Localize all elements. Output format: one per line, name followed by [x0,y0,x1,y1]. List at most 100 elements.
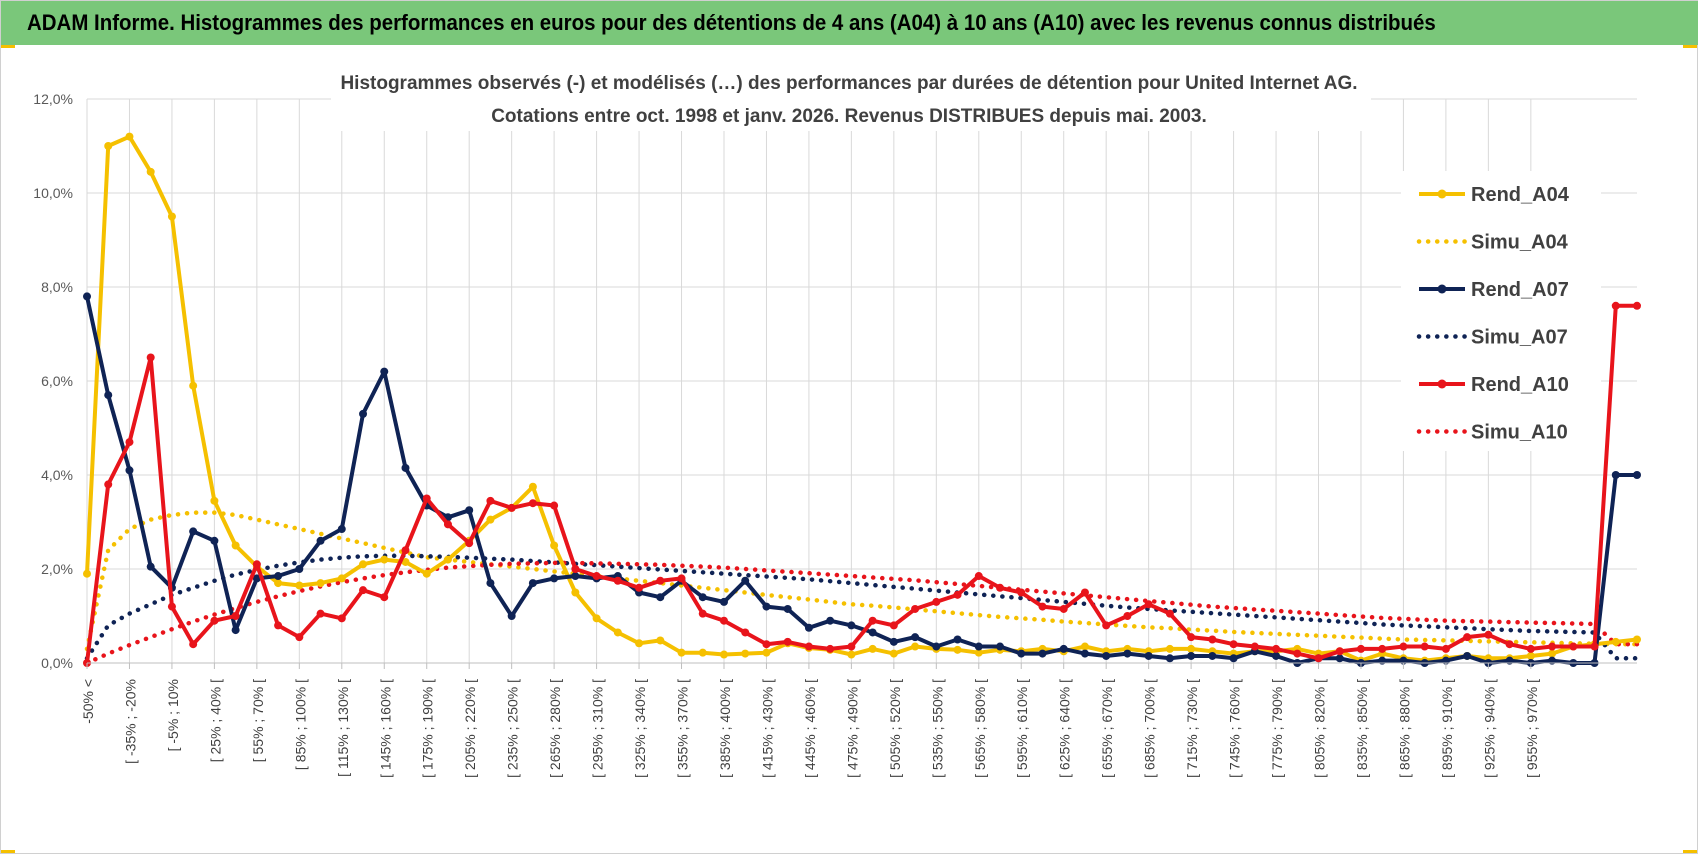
data-point-rend-a10 [274,621,283,630]
x-tick-label: [ 745% ; 760% [ [1227,679,1243,778]
data-point-rend-a04 [401,557,410,566]
data-point-rend-a10 [528,499,537,508]
data-point-rend-a10 [146,353,155,362]
data-point-rend-a10 [1548,642,1557,651]
data-point-rend-a04 [443,555,452,564]
data-point-rend-a07 [762,602,771,611]
data-point-rend-a10 [316,609,325,618]
data-point-rend-a04 [1526,651,1535,660]
legend-item-simu-a10: Simu_A10 [1416,422,1568,444]
data-point-rend-a07 [189,527,198,536]
legend-label: Rend_A04 [1471,184,1570,206]
legend-label: Simu_A04 [1471,232,1569,254]
data-point-rend-a04 [486,515,495,524]
data-point-rend-a10 [443,520,452,529]
data-point-rend-a10 [337,614,346,623]
data-point-rend-a07 [1335,654,1344,663]
data-point-rend-a10 [571,565,580,573]
data-point-rend-a10 [1272,644,1281,653]
data-point-rend-a07 [528,579,537,588]
data-point-rend-a10 [1484,630,1493,639]
x-tick-label: [ 505% ; 520% [ [887,679,903,778]
data-point-rend-a04 [762,648,771,657]
data-point-rend-a10 [719,616,728,625]
data-point-rend-a07 [868,628,877,637]
data-point-rend-a07 [719,597,728,606]
data-point-rend-a04 [295,581,304,590]
data-point-rend-a04 [422,569,431,578]
data-point-rend-a10 [1378,644,1387,653]
data-point-rend-a04 [677,648,686,657]
x-tick-label: [ 475% ; 490% [ [844,679,860,778]
data-point-rend-a10 [1463,633,1472,642]
series-simu-a10 [84,560,1640,666]
data-point-rend-a07 [146,562,155,571]
data-point-rend-a10 [783,637,792,646]
legend-item-rend-a10: Rend_A10 [1419,374,1569,396]
data-point-rend-a07 [274,572,283,581]
x-tick-label: [ 205% ; 220% [ [462,679,478,778]
legend-label: Simu_A07 [1471,327,1568,349]
y-tick-label: 8,0% [41,279,73,295]
data-point-rend-a10 [1102,621,1111,630]
data-point-rend-a07 [401,463,410,472]
data-point-rend-a10 [359,586,368,595]
data-point-rend-a04 [847,650,856,659]
x-tick-label: [ 55% ; 70% [ [250,679,266,762]
data-point-rend-a07 [1102,651,1111,660]
data-point-rend-a10 [1356,644,1365,653]
report-banner: ADAM Informe. Histogrammes des performan… [1,1,1698,45]
data-point-rend-a10 [1314,654,1323,663]
data-point-rend-a04 [974,648,983,657]
data-point-rend-a10 [465,539,474,548]
legend-background [1401,171,1601,451]
data-point-rend-a10 [996,583,1005,592]
data-point-rend-a04 [635,639,644,648]
data-point-rend-a07 [783,604,792,613]
data-point-rend-a10 [422,494,431,503]
data-point-rend-a04 [656,636,665,645]
x-tick-label: [ 295% ; 310% [ [590,679,606,778]
data-point-rend-a10 [125,438,134,447]
legend-item-rend-a07: Rend_A07 [1419,279,1569,301]
x-tick-label: [ 385% ; 400% [ [717,679,733,778]
data-point-rend-a04 [889,649,898,658]
x-tick-label: [ 175% ; 190% [ [420,679,436,778]
data-point-rend-a07 [656,593,665,602]
data-point-rend-a10 [189,640,198,649]
data-point-rend-a07 [698,593,707,602]
x-tick-label: [ 85% ; 100% [ [292,679,308,770]
data-point-rend-a10 [210,616,219,625]
x-tick-label: [ 415% ; 430% [ [759,679,775,778]
data-point-rend-a10 [953,590,962,599]
data-point-rend-a07 [932,642,941,651]
data-point-rend-a10 [295,633,304,642]
data-point-rend-a04 [571,588,580,597]
data-point-rend-a10 [804,642,813,651]
data-point-rend-a07 [231,626,240,635]
data-point-rend-a10 [1633,301,1641,310]
data-point-rend-a04 [550,541,559,550]
corner-accent-bottom-right [1683,850,1697,853]
data-point-rend-a10 [231,612,240,620]
data-point-rend-a07 [1272,651,1281,660]
data-point-rend-a04 [210,496,219,505]
data-point-rend-a10 [656,576,665,585]
data-point-rend-a04 [125,132,134,141]
corner-accent-top-left [1,45,15,48]
x-tick-label: [ -35% ; -20% [122,679,138,764]
corner-accent-bottom-left [1,850,15,853]
data-point-rend-a07 [974,642,983,651]
data-point-rend-a10 [1038,602,1047,611]
data-point-rend-a07 [1038,649,1047,658]
data-point-rend-a07 [826,616,835,625]
data-point-rend-a07 [1208,651,1217,660]
data-point-rend-a04 [613,628,622,637]
x-tick-label: [ 865% ; 880% [ [1396,679,1412,778]
data-point-rend-a10 [932,597,941,606]
data-point-rend-a07 [316,536,325,545]
data-point-rend-a07 [571,572,580,581]
data-point-rend-a04 [1165,644,1174,653]
data-point-rend-a07 [889,637,898,646]
